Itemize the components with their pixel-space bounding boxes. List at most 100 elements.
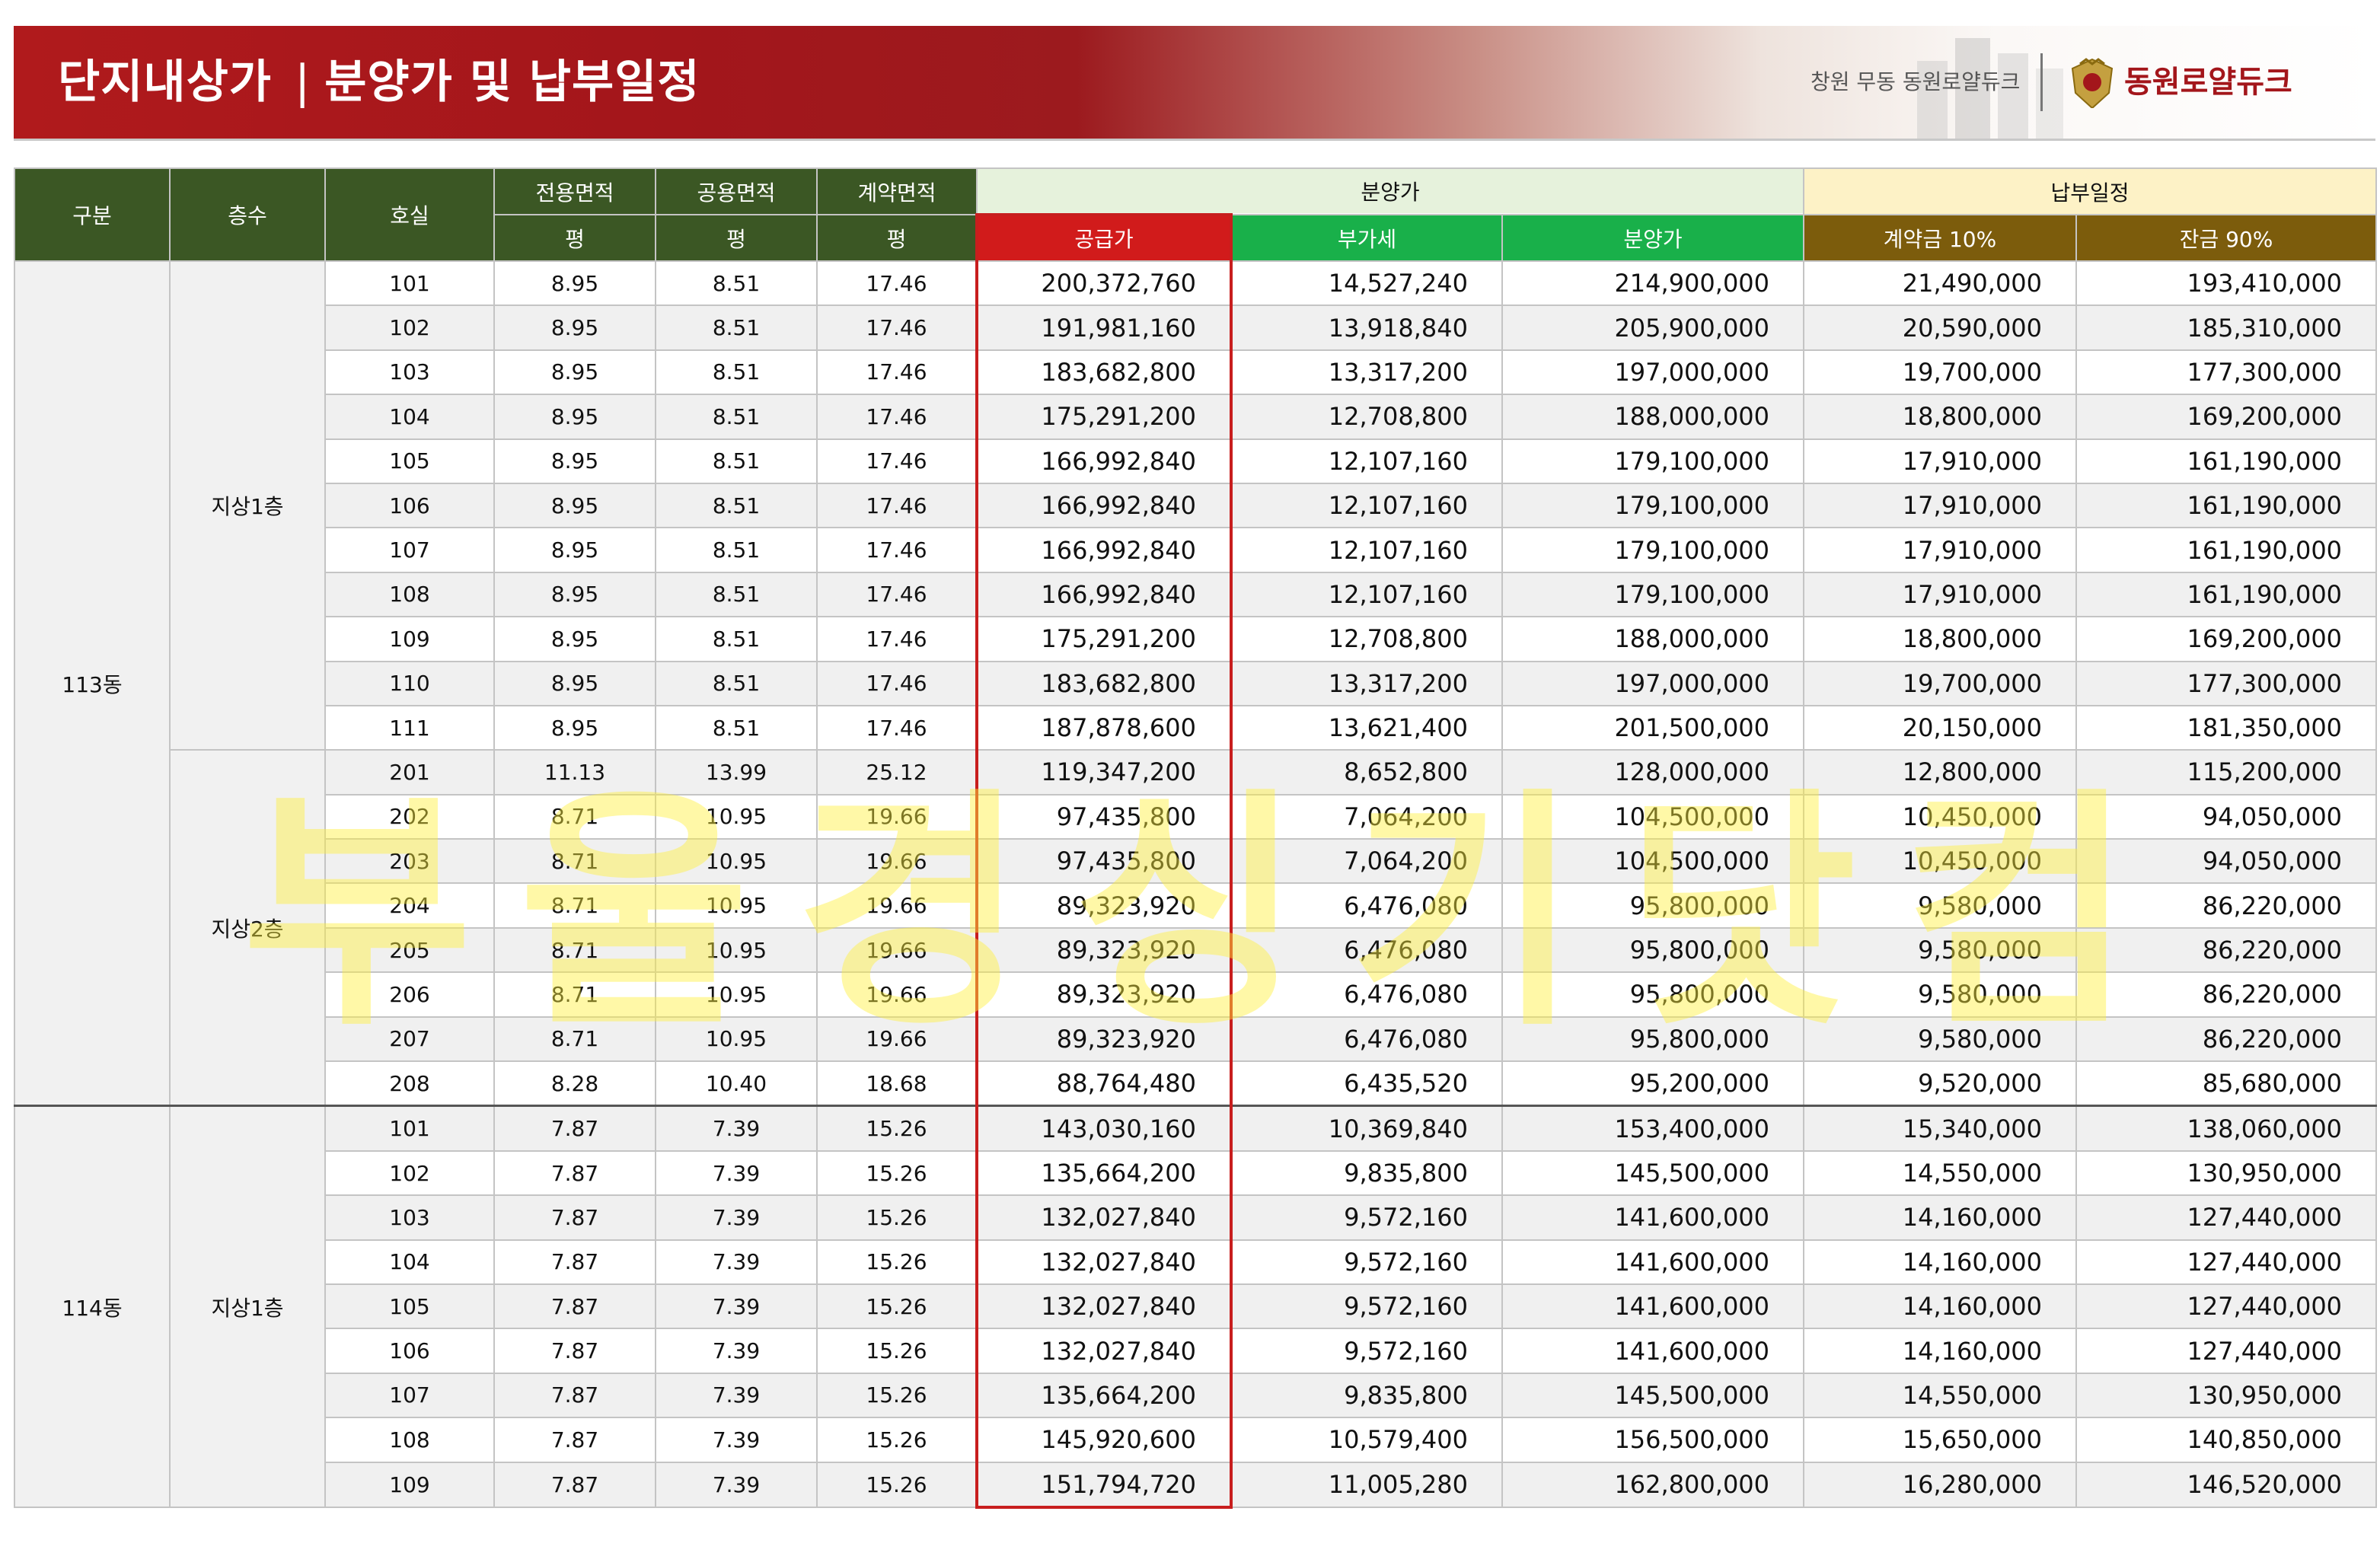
contract-area-cell: 17.46 (816, 305, 978, 351)
balance-cell: 127,440,000 (2075, 1283, 2378, 1330)
th-pyeong: 평 (493, 214, 656, 262)
vat-cell: 13,918,840 (1230, 305, 1503, 351)
deposit-cell: 15,650,000 (1803, 1417, 2078, 1463)
common-area-cell: 8.51 (655, 704, 818, 751)
supply-price-cell: 175,291,200 (975, 394, 1233, 440)
common-area-cell: 8.51 (655, 349, 818, 396)
common-area-cell: 8.51 (655, 394, 818, 440)
supply-price-cell: 132,027,840 (975, 1194, 1233, 1241)
exclusive-area-cell: 8.95 (493, 704, 656, 751)
balance-cell: 161,190,000 (2075, 438, 2378, 484)
contract-area-cell: 15.26 (816, 1194, 978, 1241)
table-row: 109 8.95 8.51 17.46 175,291,200 12,708,800 188… (14, 616, 2378, 662)
common-area-cell: 10.95 (655, 1016, 818, 1063)
exclusive-area-cell: 11.13 (493, 749, 656, 796)
common-area-cell: 7.39 (655, 1328, 818, 1374)
title-separator: | (295, 56, 311, 109)
unit-cell: 108 (324, 571, 495, 618)
sale-price-cell: 95,800,000 (1501, 926, 1805, 974)
header-divider (2040, 53, 2043, 111)
balance-cell: 130,950,000 (2075, 1372, 2378, 1419)
vat-cell: 12,107,160 (1230, 438, 1503, 484)
exclusive-area-cell: 8.71 (493, 971, 656, 1018)
common-area-cell: 7.39 (655, 1149, 818, 1197)
unit-cell: 106 (324, 1328, 495, 1374)
deposit-cell: 21,490,000 (1803, 260, 2078, 307)
sale-price-cell: 179,100,000 (1501, 571, 1805, 618)
page-header: 단지내상가 | 분양가 및 납부일정 창원 무동 동원로얄듀크 동원로얄듀크 (14, 26, 2375, 139)
common-area-cell: 7.39 (655, 1194, 818, 1241)
sale-price-cell: 179,100,000 (1501, 482, 1805, 529)
vat-cell: 6,476,080 (1230, 1016, 1503, 1063)
common-area-cell: 7.39 (655, 1461, 818, 1508)
vat-cell: 9,572,160 (1230, 1328, 1503, 1374)
exclusive-area-cell: 8.95 (493, 349, 656, 396)
group-cell: 113동 (14, 260, 171, 1107)
contract-area-cell: 15.26 (816, 1328, 978, 1374)
unit-cell: 101 (324, 1105, 495, 1152)
vat-cell: 10,369,840 (1230, 1105, 1503, 1152)
page-title: 단지내상가 | 분양가 및 납부일정 (58, 26, 700, 139)
unit-cell: 106 (324, 482, 495, 529)
contract-area-cell: 19.66 (816, 1016, 978, 1063)
unit-cell: 103 (324, 349, 495, 396)
exclusive-area-cell: 8.95 (493, 527, 656, 573)
contract-area-cell: 17.46 (816, 527, 978, 573)
brand-logo-text: 동원로얄듀크 (2124, 65, 2292, 100)
vat-cell: 6,476,080 (1230, 882, 1503, 929)
balance-cell: 181,350,000 (2075, 704, 2378, 751)
sale-price-cell: 95,800,000 (1501, 882, 1805, 929)
unit-cell: 104 (324, 1239, 495, 1285)
common-area-cell: 7.39 (655, 1417, 818, 1463)
unit-cell: 102 (324, 305, 495, 351)
common-area-cell: 7.39 (655, 1283, 818, 1330)
exclusive-area-cell: 8.71 (493, 793, 656, 840)
unit-cell: 204 (324, 882, 495, 929)
balance-cell: 177,300,000 (2075, 349, 2378, 396)
sale-price-cell: 162,800,000 (1501, 1461, 1805, 1508)
balance-cell: 161,190,000 (2075, 482, 2378, 529)
deposit-cell: 14,160,000 (1803, 1194, 2078, 1241)
sale-price-cell: 197,000,000 (1501, 349, 1805, 396)
supply-price-cell: 143,030,160 (975, 1105, 1233, 1152)
contract-area-cell: 17.46 (816, 616, 978, 662)
sale-price-cell: 214,900,000 (1501, 260, 1805, 307)
common-area-cell: 7.39 (655, 1372, 818, 1419)
sale-price-cell: 141,600,000 (1501, 1328, 1805, 1374)
th-sale-price-group: 분양가 (975, 167, 1805, 215)
table-row: 208 8.28 10.40 18.68 88,764,480 6,435,520 95,2… (14, 1060, 2378, 1107)
th-unit: 호실 (324, 167, 495, 262)
th-vat: 부가세 (1230, 214, 1503, 262)
unit-cell: 202 (324, 793, 495, 840)
sale-price-cell: 95,800,000 (1501, 971, 1805, 1018)
deposit-cell: 12,800,000 (1803, 749, 2078, 796)
balance-cell: 138,060,000 (2075, 1105, 2378, 1152)
common-area-cell: 8.51 (655, 260, 818, 307)
table-header: 구분 층수 호실 전용면적 공용면적 계약면적 분양가 납부일정 평 평 평 공… (14, 167, 2378, 262)
vat-cell: 12,107,160 (1230, 571, 1503, 618)
deposit-cell: 15,340,000 (1803, 1105, 2078, 1152)
exclusive-area-cell: 8.95 (493, 438, 656, 484)
sale-price-cell: 104,500,000 (1501, 793, 1805, 840)
exclusive-area-cell: 8.28 (493, 1060, 656, 1107)
contract-area-cell: 17.46 (816, 349, 978, 396)
supply-price-cell: 89,323,920 (975, 882, 1233, 929)
table-row: 108 7.87 7.39 15.26 145,920,600 10,579,400 156… (14, 1417, 2378, 1463)
vat-cell: 9,572,160 (1230, 1283, 1503, 1330)
table-row: 108 8.95 8.51 17.46 166,992,840 12,107,160 179… (14, 571, 2378, 618)
sale-price-cell: 95,800,000 (1501, 1016, 1805, 1063)
unit-cell: 105 (324, 438, 495, 484)
table-row: 106 8.95 8.51 17.46 166,992,840 12,107,160 179… (14, 482, 2378, 529)
contract-area-cell: 17.46 (816, 438, 978, 484)
sale-price-cell: 141,600,000 (1501, 1283, 1805, 1330)
balance-cell: 85,680,000 (2075, 1060, 2378, 1107)
deposit-cell: 17,910,000 (1803, 438, 2078, 484)
common-area-cell: 8.51 (655, 482, 818, 529)
unit-cell: 109 (324, 1461, 495, 1508)
exclusive-area-cell: 8.71 (493, 838, 656, 885)
vat-cell: 12,708,800 (1230, 394, 1503, 440)
table-row: 105 8.95 8.51 17.46 166,992,840 12,107,160 179… (14, 438, 2378, 484)
exclusive-area-cell: 8.95 (493, 260, 656, 307)
vat-cell: 7,064,200 (1230, 838, 1503, 885)
contract-area-cell: 15.26 (816, 1417, 978, 1463)
